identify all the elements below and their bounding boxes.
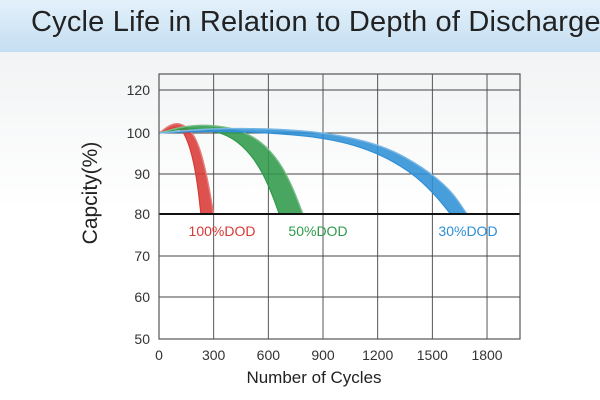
series-label: 30%DOD	[438, 223, 497, 239]
series-labels: 100%DOD 50%DOD 30%DOD	[189, 223, 498, 239]
series-bands	[158, 122, 469, 215]
x-tick-labels: 0 300 600 900 1200 1500 1800	[155, 347, 503, 363]
y-tick-label: 50	[134, 331, 150, 347]
x-tick-label: 300	[202, 347, 226, 363]
y-tick-label: 70	[134, 248, 150, 264]
series-label: 50%DOD	[288, 223, 347, 239]
y-axis-label: Capcity(%)	[79, 142, 102, 245]
y-tick-label: 120	[127, 82, 151, 98]
series-band-100pct-dod	[158, 123, 215, 215]
x-tick-label: 600	[257, 347, 281, 363]
series-band-highlight	[158, 127, 468, 215]
x-axis-label: Number of Cycles	[246, 368, 381, 387]
y-tick-labels: 50 60 70 80 90 100 120	[127, 82, 151, 347]
y-tick-label: 80	[134, 206, 150, 222]
y-tick-label: 100	[127, 125, 151, 141]
y-tick-label: 90	[134, 166, 150, 182]
series-label: 100%DOD	[189, 223, 256, 239]
series-band-50pct-dod	[158, 124, 304, 215]
chart-title: Cycle Life in Relation to Depth of Disch…	[31, 6, 600, 38]
y-tick-label: 60	[134, 289, 150, 305]
title-bar: Cycle Life in Relation to Depth of Disch…	[0, 0, 600, 52]
x-tick-label: 1200	[362, 347, 393, 363]
x-tick-label: 0	[155, 347, 163, 363]
x-tick-label: 900	[311, 347, 335, 363]
plot-border	[158, 73, 521, 340]
plot-background	[0, 52, 600, 400]
x-tick-label: 1500	[417, 347, 448, 363]
x-tick-label: 1800	[471, 347, 502, 363]
